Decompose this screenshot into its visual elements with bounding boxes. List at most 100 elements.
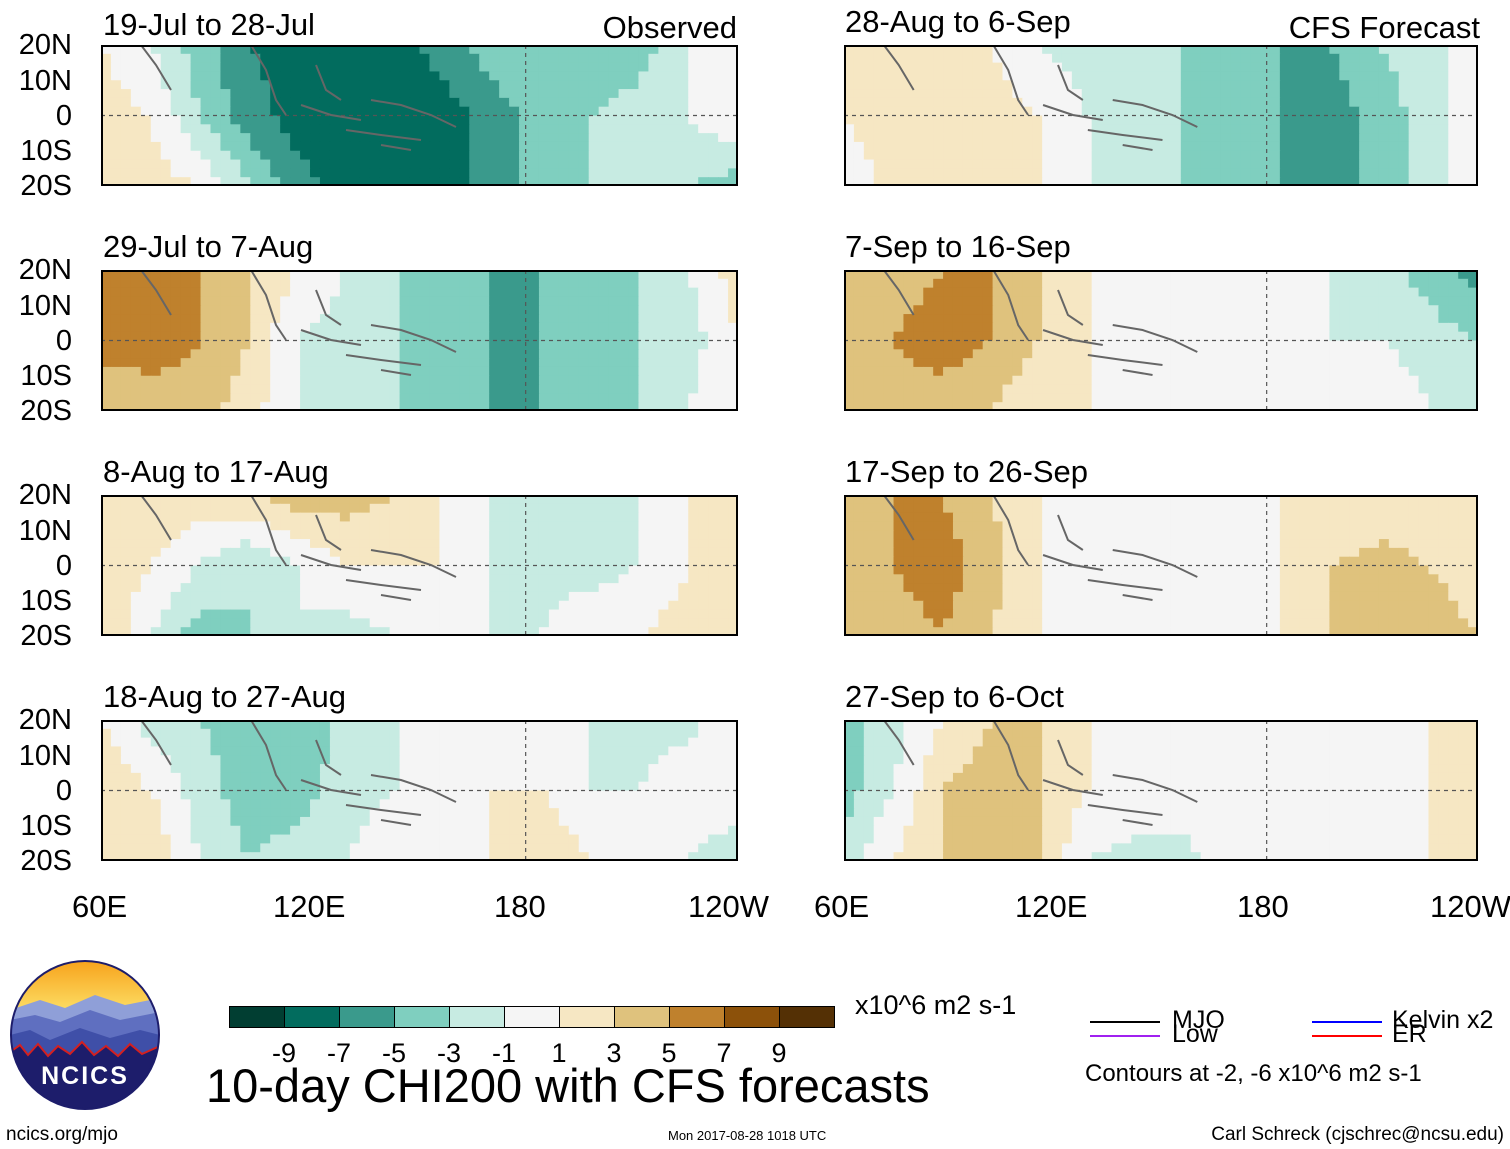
heatmap-cell	[160, 402, 172, 411]
heatmap-cell	[409, 816, 421, 827]
heatmap-cell	[270, 521, 281, 531]
heatmap-cell	[893, 150, 905, 161]
heatmap-cell	[459, 375, 470, 386]
heatmap-cell	[130, 278, 142, 289]
heatmap-cell	[399, 150, 411, 161]
heatmap-cell	[469, 393, 480, 403]
heatmap-cell	[319, 799, 331, 809]
heatmap-cell	[409, 772, 421, 783]
heatmap-cell	[290, 799, 301, 809]
heatmap-cell	[349, 97, 361, 108]
heatmap-cell	[310, 45, 321, 55]
heatmap-cell	[140, 772, 152, 783]
heatmap-cell	[190, 331, 202, 342]
heatmap-cell	[489, 799, 500, 809]
heatmap-cell	[728, 287, 738, 298]
heatmap-cell	[538, 547, 550, 558]
heatmap-cell	[170, 530, 182, 540]
heatmap-cell	[469, 583, 480, 593]
heatmap-cell	[349, 296, 361, 306]
heatmap-cell	[1081, 133, 1093, 143]
heatmap-cell	[658, 565, 669, 575]
heatmap-cell	[578, 764, 590, 774]
heatmap-cell	[992, 71, 1004, 81]
heatmap-cell	[688, 772, 699, 783]
heatmap-cell	[628, 80, 640, 90]
heatmap-cell	[140, 402, 152, 411]
heatmap-cell	[863, 45, 875, 55]
heatmap-cell	[548, 106, 560, 117]
heatmap-cell	[578, 530, 590, 540]
heatmap-cell	[459, 591, 470, 602]
heatmap-cell	[101, 852, 112, 861]
heatmap-cell	[668, 393, 679, 403]
heatmap-cell	[409, 720, 421, 730]
heatmap-cell	[310, 150, 321, 161]
heatmap-cell	[180, 772, 192, 783]
heatmap-cell	[528, 539, 540, 549]
heatmap-cell	[982, 106, 994, 117]
heatmap-cell	[1022, 106, 1033, 117]
heatmap-cell	[519, 177, 530, 186]
heatmap-cell	[933, 124, 944, 134]
heatmap-cell	[240, 287, 251, 298]
heatmap-cell	[1032, 141, 1043, 152]
heatmap-cell	[943, 124, 954, 134]
heatmap-cell	[479, 314, 490, 324]
heatmap-cell	[130, 349, 142, 359]
heatmap-cell	[558, 296, 570, 306]
heatmap-cell	[923, 97, 934, 108]
heatmap-cell	[419, 106, 431, 117]
heatmap-cell	[310, 530, 321, 540]
heatmap-cell	[479, 45, 490, 55]
heatmap-cell	[399, 720, 411, 730]
heatmap-cell	[509, 609, 520, 619]
heatmap-cell	[170, 808, 182, 818]
heatmap-cell	[409, 627, 421, 636]
heatmap-cell	[349, 808, 361, 818]
heatmap-cell	[618, 314, 630, 324]
heatmap-cell	[310, 808, 321, 818]
heatmap-cell	[130, 358, 142, 368]
heatmap-cell	[648, 583, 659, 593]
lat-tick-label: 20N	[18, 704, 72, 736]
heatmap-cell	[1408, 150, 1420, 161]
heatmap-cell	[310, 384, 321, 394]
heatmap-cell	[399, 609, 411, 619]
heatmap-cell	[678, 843, 689, 853]
heatmap-cell	[509, 133, 520, 143]
heatmap-cell	[1309, 106, 1321, 117]
heatmap-cell	[200, 591, 212, 602]
heatmap-cell	[339, 539, 351, 549]
heatmap-cell	[678, 97, 689, 108]
heatmap-cell	[618, 177, 630, 186]
heatmap-cell	[1061, 124, 1073, 134]
heatmap-cell	[1052, 141, 1063, 152]
heatmap-cell	[568, 97, 580, 108]
heatmap-cell	[130, 106, 142, 117]
heatmap-cell	[101, 565, 112, 575]
heatmap-cell	[250, 71, 261, 81]
heatmap-cell	[190, 799, 202, 809]
heatmap-cell	[280, 556, 291, 567]
heatmap-cell	[718, 150, 729, 161]
heatmap-cell	[1408, 45, 1420, 55]
heatmap-cell	[300, 296, 311, 306]
heatmap-cell	[419, 45, 431, 55]
heatmap-cell	[1369, 89, 1380, 99]
heatmap-cell	[260, 843, 271, 853]
heatmap-cell	[160, 565, 172, 575]
heatmap-cell	[952, 106, 964, 117]
heatmap-cell	[300, 141, 311, 152]
heatmap-cell	[270, 358, 281, 368]
heatmap-cell	[578, 177, 590, 186]
heatmap-cell	[349, 609, 361, 619]
heatmap-cell	[698, 627, 709, 636]
heatmap-cell	[1111, 71, 1122, 81]
heatmap-cell	[972, 115, 984, 125]
heatmap-cell	[150, 808, 162, 818]
heatmap-cell	[728, 159, 738, 169]
heatmap-cell	[270, 565, 281, 575]
heatmap-cell	[449, 80, 460, 90]
heatmap-cell	[499, 556, 510, 567]
